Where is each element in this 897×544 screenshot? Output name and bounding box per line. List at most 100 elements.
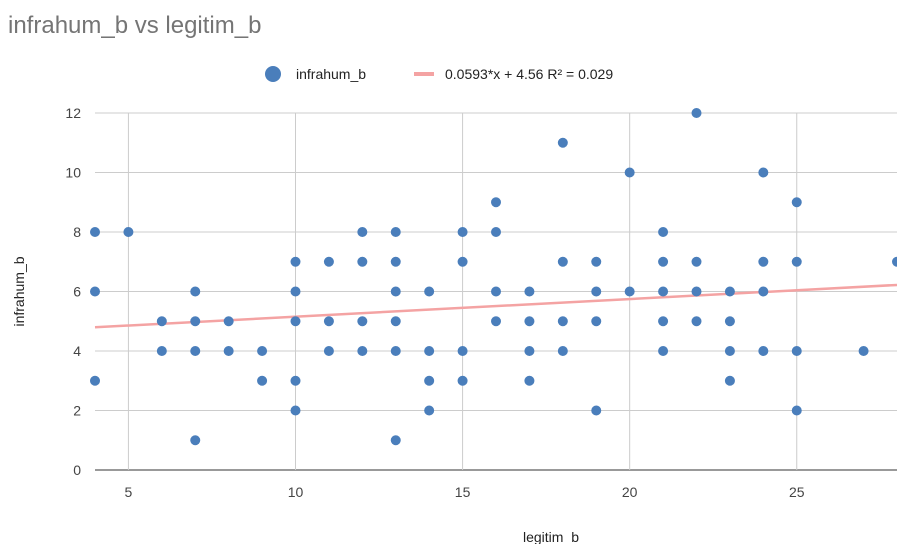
data-point — [658, 286, 669, 297]
data-point — [724, 286, 735, 297]
data-point — [758, 346, 769, 356]
data-point — [624, 167, 635, 178]
data-point — [724, 346, 735, 356]
data-point — [390, 256, 401, 267]
data-point — [491, 316, 501, 327]
data-point — [123, 227, 134, 237]
data-point — [290, 316, 301, 327]
legend-label-infrahum: infrahum_b — [296, 66, 366, 82]
data-point — [190, 346, 201, 356]
data-point — [524, 316, 535, 327]
data-point — [457, 375, 468, 386]
data-point — [791, 346, 802, 356]
data-point — [557, 256, 568, 267]
data-point — [724, 316, 735, 327]
data-point — [491, 197, 501, 208]
data-point — [591, 286, 602, 297]
data-point — [357, 346, 368, 356]
data-point — [90, 286, 100, 297]
data-point — [724, 375, 735, 386]
x-axis-title: legitim_b — [523, 529, 579, 544]
data-point — [424, 286, 435, 297]
data-point — [156, 316, 167, 327]
y-axis-title: infrahum_b — [11, 256, 27, 326]
x-tick-label: 20 — [622, 484, 638, 500]
data-point — [357, 316, 368, 327]
chart-title: infrahum_b vs legitim_b — [8, 12, 262, 39]
data-point — [791, 405, 802, 416]
data-point — [357, 256, 368, 267]
data-point — [524, 346, 535, 356]
data-point — [892, 256, 897, 267]
y-tick-label: 8 — [73, 224, 81, 240]
data-point — [591, 316, 602, 327]
data-point — [390, 346, 401, 356]
data-point — [658, 316, 669, 327]
data-point — [223, 346, 234, 356]
data-point — [323, 346, 334, 356]
data-point — [658, 346, 669, 356]
data-point — [390, 286, 401, 297]
data-point — [457, 346, 468, 356]
data-point — [257, 375, 268, 386]
y-tick-label: 10 — [65, 165, 81, 181]
x-tick-label: 5 — [125, 484, 133, 500]
data-point — [624, 286, 635, 297]
data-point — [457, 256, 468, 267]
data-point — [791, 197, 802, 208]
data-point — [190, 286, 201, 297]
data-point — [524, 375, 535, 386]
data-point — [223, 316, 234, 327]
data-point — [190, 435, 201, 446]
x-tick-label: 25 — [789, 484, 805, 500]
y-tick-label: 2 — [73, 403, 81, 419]
data-point — [758, 167, 769, 178]
data-point — [791, 256, 802, 267]
data-point — [758, 286, 769, 297]
data-point — [658, 256, 669, 267]
data-point — [557, 137, 568, 148]
legend-label-trendline: 0.0593*x + 4.56 R² = 0.029 — [445, 66, 613, 82]
data-point — [557, 316, 568, 327]
data-point — [90, 227, 100, 237]
data-point — [524, 286, 535, 297]
data-point — [591, 405, 602, 416]
data-point — [290, 256, 301, 267]
data-point — [491, 286, 501, 297]
data-point — [557, 346, 568, 356]
data-point — [390, 227, 401, 237]
data-point — [591, 256, 602, 267]
data-point — [491, 227, 501, 237]
data-point — [90, 375, 100, 386]
data-point — [658, 227, 669, 237]
data-point — [390, 316, 401, 327]
data-point — [858, 346, 869, 356]
data-point — [758, 256, 769, 267]
data-point — [190, 316, 201, 327]
data-point — [323, 256, 334, 267]
x-tick-label: 15 — [455, 484, 471, 500]
y-tick-label: 12 — [65, 105, 81, 121]
legend-marker-infrahum — [265, 66, 281, 82]
x-tick-label: 10 — [288, 484, 304, 500]
y-tick-label: 6 — [73, 284, 81, 300]
data-point — [691, 256, 702, 267]
data-point — [691, 316, 702, 327]
data-point — [424, 375, 435, 386]
data-point — [257, 346, 268, 356]
data-point — [290, 405, 301, 416]
y-tick-label: 4 — [73, 343, 81, 359]
data-point — [424, 346, 435, 356]
data-point — [156, 346, 167, 356]
data-point — [424, 405, 435, 416]
data-point — [691, 108, 702, 118]
data-point — [390, 435, 401, 446]
data-point — [457, 227, 468, 237]
data-point — [323, 316, 334, 327]
y-tick-label: 0 — [73, 462, 81, 478]
data-point — [357, 227, 368, 237]
data-point — [691, 286, 702, 297]
data-point — [290, 375, 301, 386]
data-point — [290, 286, 301, 297]
